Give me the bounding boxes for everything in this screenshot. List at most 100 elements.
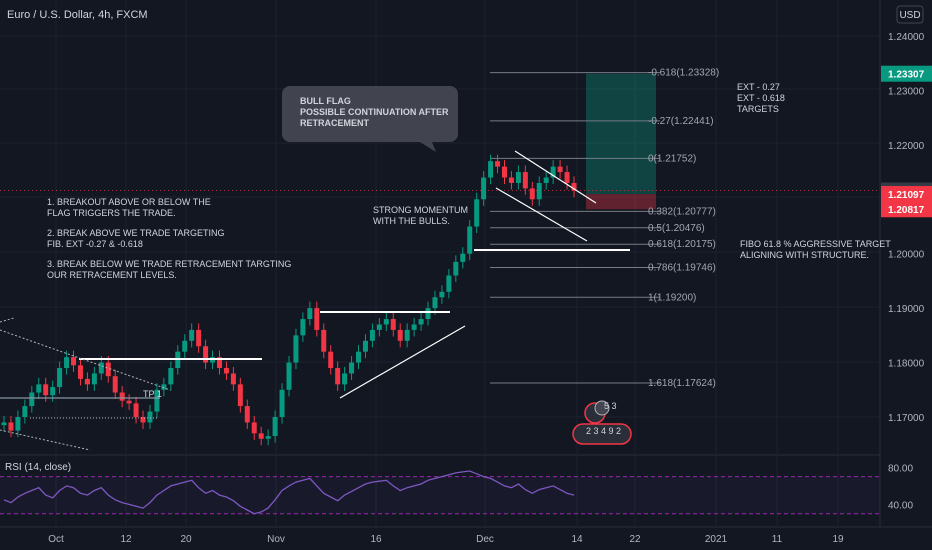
candle-body — [168, 368, 174, 385]
candle-body — [439, 291, 445, 298]
chart-title: Euro / U.S. Dollar, 4h, FXCM — [7, 9, 148, 21]
candle-body — [203, 346, 209, 363]
momentum-note[interactable]: STRONG MOMENTUM WITH THE BULLS. — [373, 205, 468, 226]
drawings[interactable] — [79, 150, 630, 399]
candle-body — [251, 422, 257, 434]
fibo-line-1: FIBO 61.8 % AGGRESSIVE TARGET — [740, 239, 891, 249]
candle-body — [543, 177, 549, 183]
candle-body — [22, 406, 28, 417]
y-tick-label: 1.22000 — [888, 141, 925, 152]
badge-icon-2 — [594, 400, 610, 416]
note-line-6: OUR RETRACEMENT LEVELS. — [47, 270, 177, 280]
grid — [0, 0, 880, 527]
candle-body — [57, 368, 63, 388]
targets-note[interactable]: EXT - 0.27 EXT - 0.618 TARGETS — [737, 82, 785, 114]
candle-body — [550, 166, 556, 178]
rsi-tick-label: 40.00 — [888, 500, 913, 511]
price-tag-label: 1.20817 — [888, 205, 925, 216]
candle-body — [453, 261, 459, 276]
candle-body — [161, 384, 167, 390]
candle-body — [515, 172, 521, 183]
candle-body — [495, 161, 501, 167]
callout-line-2: POSSIBLE CONTINUATION AFTER — [300, 107, 449, 117]
candle-body — [383, 319, 389, 325]
badge-cluster — [572, 423, 632, 445]
candle-body — [15, 417, 21, 431]
long-position-tool[interactable] — [586, 73, 656, 210]
candle-body — [508, 177, 514, 183]
y-tick-label: 1.20000 — [888, 250, 925, 261]
candle-body — [460, 253, 466, 262]
callout-line-1: BULL FLAG — [300, 96, 351, 106]
price-tag — [881, 201, 932, 218]
fibo-note[interactable]: FIBO 61.8 % AGGRESSIVE TARGET ALIGNING W… — [740, 239, 891, 260]
event-badges[interactable]: 5 3 2 3 4 9 2 — [572, 400, 632, 445]
candle-body — [536, 182, 542, 200]
candle-body — [522, 172, 528, 189]
candle-body — [154, 389, 160, 412]
fib-level-label: 0.618(1.20175) — [648, 239, 716, 250]
candle-body — [36, 384, 42, 393]
axes: 1.240001.230001.220001.210001.200001.190… — [48, 32, 932, 545]
profit-zone — [586, 73, 656, 195]
callout-bull-flag[interactable]: BULL FLAG POSSIBLE CONTINUATION AFTER RE… — [282, 86, 458, 152]
rsi-line — [3, 470, 575, 515]
candle-body — [230, 373, 236, 385]
trade-notes[interactable]: 1. BREAKOUT ABOVE OR BELOW THE FLAG TRIG… — [47, 197, 291, 280]
candle-body — [147, 411, 153, 423]
price-tag-label: 1.21097 — [888, 190, 925, 201]
old-channel[interactable]: TP 1 — [0, 317, 171, 451]
candle-body — [557, 166, 563, 173]
candle-body — [488, 161, 494, 178]
candle-body — [356, 351, 362, 363]
candle-body — [362, 340, 368, 352]
candle-body — [29, 392, 35, 407]
rsi-indicator[interactable] — [0, 470, 880, 515]
candle-body — [300, 319, 306, 336]
candle-body — [335, 368, 341, 385]
candle-body — [272, 417, 278, 437]
fib-extension[interactable]: -0.618(1.23328) -0.27(1.22441) 0(1.21752) 0… — [0, 68, 880, 389]
candle-body — [119, 392, 125, 401]
fib-level-label: 0.786(1.19746) — [648, 263, 716, 274]
candle-body — [279, 389, 285, 417]
note-line-4: FIB. EXT -0.27 & -0.618 — [47, 239, 143, 249]
targets-line-2: EXT - 0.618 — [737, 93, 785, 103]
trendline-rising — [339, 325, 466, 399]
candle-body — [564, 172, 570, 183]
candle-body — [369, 329, 375, 341]
badge-bottom-text: 2 3 4 9 2 — [586, 426, 621, 436]
currency-button[interactable] — [896, 5, 924, 24]
y-tick-label: 1.23000 — [888, 86, 925, 97]
y-tick-label: 1.17000 — [888, 413, 925, 424]
candle-body — [321, 329, 327, 352]
candle-body — [307, 308, 313, 320]
candle-body — [71, 357, 77, 366]
candle-body — [133, 403, 139, 417]
candle-body — [529, 188, 535, 200]
candle-body — [105, 362, 111, 377]
x-tick-label: 20 — [180, 534, 192, 545]
candle-body — [189, 329, 195, 341]
price-tag — [881, 65, 932, 82]
x-tick-label: 19 — [832, 534, 844, 545]
y-tick-label: 1.19000 — [888, 304, 925, 315]
targets-line-1: EXT - 0.27 — [737, 82, 780, 92]
candle-body — [474, 199, 480, 227]
candle-body — [43, 384, 49, 396]
price-tag — [881, 186, 932, 203]
x-tick-label: Nov — [267, 534, 285, 545]
note-line-2: FLAG TRIGGERS THE TRADE. — [47, 208, 176, 218]
fib-level-label: 0.382(1.20777) — [648, 206, 716, 217]
fib-level-label: 1(1.19200) — [648, 292, 696, 303]
candle-body — [126, 400, 132, 404]
candle-body — [481, 177, 487, 200]
y-tick-label: 1.18000 — [888, 359, 925, 370]
main-pane[interactable] — [0, 0, 880, 455]
flag-lower-line — [495, 187, 588, 242]
candle-body — [404, 329, 410, 341]
candle-body — [77, 365, 83, 379]
note-line-3: 2. BREAK ABOVE WE TRADE TARGETING — [47, 228, 225, 238]
candle-body — [376, 324, 382, 330]
